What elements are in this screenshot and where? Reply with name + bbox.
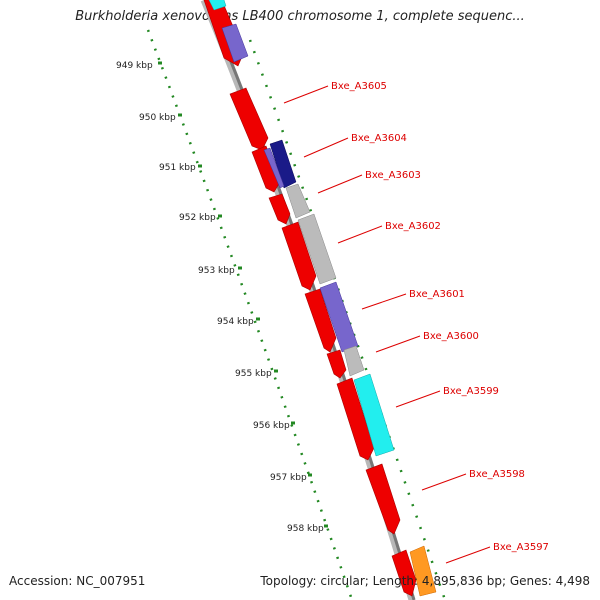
scale-label: 951 kbp [159, 163, 196, 173]
scale-ring [146, 29, 354, 600]
scale-label: 957 kbp [270, 473, 307, 483]
scale-major-ticks [158, 61, 328, 528]
scale-labels: 949 kbp 950 kbp 951 kbp 952 kbp 953 kbp … [116, 61, 324, 534]
scale-label: 956 kbp [253, 421, 290, 431]
cog-blue [221, 23, 249, 63]
scale-label: 954 kbp [217, 317, 254, 327]
gene-label: Bxe_A3603 [365, 170, 421, 181]
cds-arrow [268, 193, 291, 225]
scale-label: 949 kbp [116, 61, 153, 71]
cds-arrow [326, 349, 347, 379]
gene-label: Bxe_A3598 [469, 469, 525, 480]
scale-label: 958 kbp [287, 524, 324, 534]
cog-gray [297, 213, 337, 285]
cds-arrow [365, 463, 401, 535]
accession-text: Accession: NC_007951 [9, 574, 146, 588]
cog-features[interactable] [208, 0, 437, 597]
cds-arrow [304, 288, 337, 353]
label-leaders [283, 85, 491, 564]
cog-blue [263, 147, 285, 189]
map-title: Burkholderia xenovorans LB400 chromosome… [75, 9, 525, 24]
gene-label: Bxe_A3605 [331, 81, 387, 92]
gene-label: Bxe_A3602 [385, 221, 441, 232]
cds-arrow [229, 87, 269, 151]
gene-label: Bxe_A3600 [423, 331, 479, 342]
summary-text: Topology: circular; Length: 4,895,836 bp… [260, 574, 590, 588]
gene-label: Bxe_A3597 [493, 542, 549, 553]
cds-arrow [391, 549, 417, 597]
cds-arrow [281, 221, 317, 291]
gene-label: Bxe_A3601 [409, 289, 465, 300]
scale-label: 952 kbp [179, 213, 216, 223]
cog-orange [409, 545, 437, 597]
gene-label: Bxe_A3604 [351, 133, 407, 144]
gene-label: Bxe_A3599 [443, 386, 499, 397]
cog-gray [343, 345, 365, 377]
cog-cyan [353, 373, 395, 457]
scale-label: 953 kbp [198, 266, 235, 276]
scale-label: 950 kbp [139, 113, 176, 123]
cog-gray [285, 183, 311, 219]
cds-arrow [251, 145, 281, 193]
cog-blue [319, 281, 359, 353]
cds-arrow [336, 377, 375, 461]
gene-labels: Bxe_A3605 Bxe_A3604 Bxe_A3603 Bxe_A3602 … [331, 81, 549, 553]
cog-cyan [208, 0, 227, 11]
scale-label: 955 kbp [235, 369, 272, 379]
